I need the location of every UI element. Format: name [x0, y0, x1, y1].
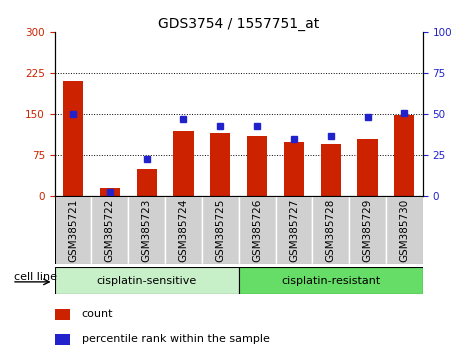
Bar	[321, 144, 341, 196]
Bar	[247, 136, 267, 196]
Text: GSM385727: GSM385727	[289, 198, 299, 262]
Bar	[210, 133, 230, 196]
Bar	[284, 142, 304, 196]
Text: cisplatin-sensitive: cisplatin-sensitive	[96, 275, 197, 286]
Bar	[313, 196, 349, 264]
Bar	[238, 196, 276, 264]
Text: GSM385723: GSM385723	[142, 198, 152, 262]
Text: GSM385730: GSM385730	[399, 199, 409, 262]
Bar	[136, 169, 157, 196]
Text: GSM385725: GSM385725	[215, 198, 225, 262]
Text: GSM385721: GSM385721	[68, 198, 78, 262]
Bar	[386, 196, 423, 264]
Bar	[276, 196, 313, 264]
Bar	[349, 196, 386, 264]
Bar	[55, 196, 91, 264]
Text: percentile rank within the sample: percentile rank within the sample	[82, 334, 270, 344]
Bar	[238, 267, 423, 294]
Bar	[55, 309, 70, 320]
Bar	[128, 196, 165, 264]
Text: cell line: cell line	[14, 272, 57, 282]
Text: GSM385728: GSM385728	[326, 198, 336, 262]
Bar	[165, 196, 202, 264]
Bar	[55, 334, 70, 345]
Text: GSM385724: GSM385724	[179, 198, 189, 262]
Bar	[394, 115, 415, 196]
Text: count: count	[82, 309, 113, 320]
Bar	[63, 81, 83, 196]
Text: GSM385729: GSM385729	[362, 198, 372, 262]
Bar	[91, 196, 128, 264]
Title: GDS3754 / 1557751_at: GDS3754 / 1557751_at	[158, 17, 319, 31]
Bar	[173, 131, 194, 196]
Bar	[100, 188, 120, 196]
Text: GSM385726: GSM385726	[252, 198, 262, 262]
Bar	[202, 196, 238, 264]
Text: GSM385722: GSM385722	[105, 198, 115, 262]
Bar	[357, 139, 378, 196]
Text: cisplatin-resistant: cisplatin-resistant	[281, 275, 380, 286]
Bar	[55, 267, 238, 294]
